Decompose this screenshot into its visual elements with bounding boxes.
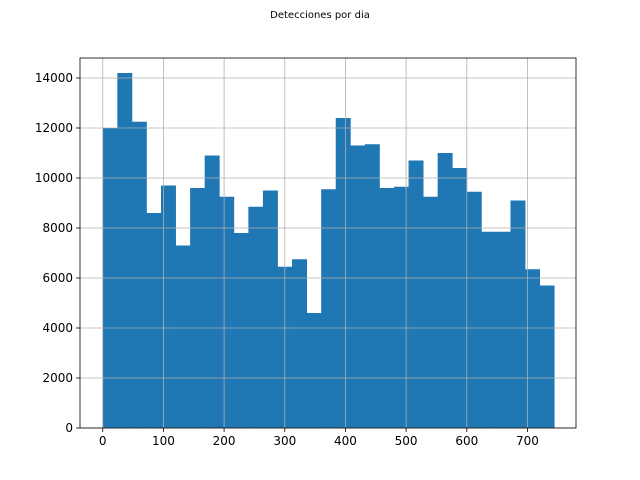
histogram-bar <box>495 231 511 428</box>
histogram-bar <box>408 160 424 428</box>
x-tick-label: 600 <box>455 434 478 448</box>
histogram-bar <box>175 245 191 428</box>
histogram-bar <box>233 233 249 428</box>
histogram-bar <box>262 190 278 428</box>
histogram-bar <box>335 118 351 428</box>
axes: 0 100 200 300 400 500 600 700 0 2000 4000 6000 8000 1… <box>35 57 577 448</box>
histogram-bar <box>321 189 337 428</box>
histogram-bar <box>379 188 395 428</box>
histogram-bar <box>160 185 176 428</box>
y-tick-label: 10000 <box>35 171 73 185</box>
histogram-bar <box>539 285 555 428</box>
histogram-bar <box>423 196 439 428</box>
grid-lines <box>80 58 576 429</box>
histogram-bar <box>525 269 540 428</box>
plot-frame <box>79 57 577 429</box>
histogram-bar <box>437 153 453 428</box>
histogram-bar <box>248 206 264 428</box>
histogram-bar <box>452 168 468 428</box>
y-tick-label: 8000 <box>42 221 73 235</box>
histogram-bar <box>510 200 526 428</box>
histogram-bars <box>102 73 555 428</box>
y-tick-label: 0 <box>65 421 73 435</box>
histogram-bar <box>146 213 162 428</box>
histogram-bar <box>292 259 308 428</box>
x-tick-label: 200 <box>213 434 236 448</box>
x-tick-label: 700 <box>516 434 539 448</box>
histogram-bar <box>466 191 482 428</box>
histogram-bar <box>117 73 133 428</box>
histogram-bar <box>219 196 235 428</box>
histogram-bar <box>204 155 220 428</box>
histogram-bar <box>350 145 366 428</box>
x-tick-label: 500 <box>395 434 418 448</box>
histogram-bar <box>364 144 380 428</box>
histogram-bar <box>393 186 409 428</box>
y-tick-label: 12000 <box>35 121 73 135</box>
x-tick-label: 300 <box>273 434 296 448</box>
histogram-bar <box>131 121 147 428</box>
y-tick-label: 4000 <box>42 321 73 335</box>
histogram-bar <box>306 313 322 428</box>
histogram-bar <box>481 231 497 428</box>
x-tick-label: 400 <box>334 434 357 448</box>
y-tick-label: 2000 <box>42 371 73 385</box>
histogram-bar <box>190 188 206 428</box>
y-tick-label: 14000 <box>35 71 73 85</box>
x-tick-label: 0 <box>99 434 107 448</box>
chart-title: Detecciones por dia <box>270 10 370 21</box>
x-tick-label: 100 <box>152 434 175 448</box>
y-tick-label: 6000 <box>42 271 73 285</box>
